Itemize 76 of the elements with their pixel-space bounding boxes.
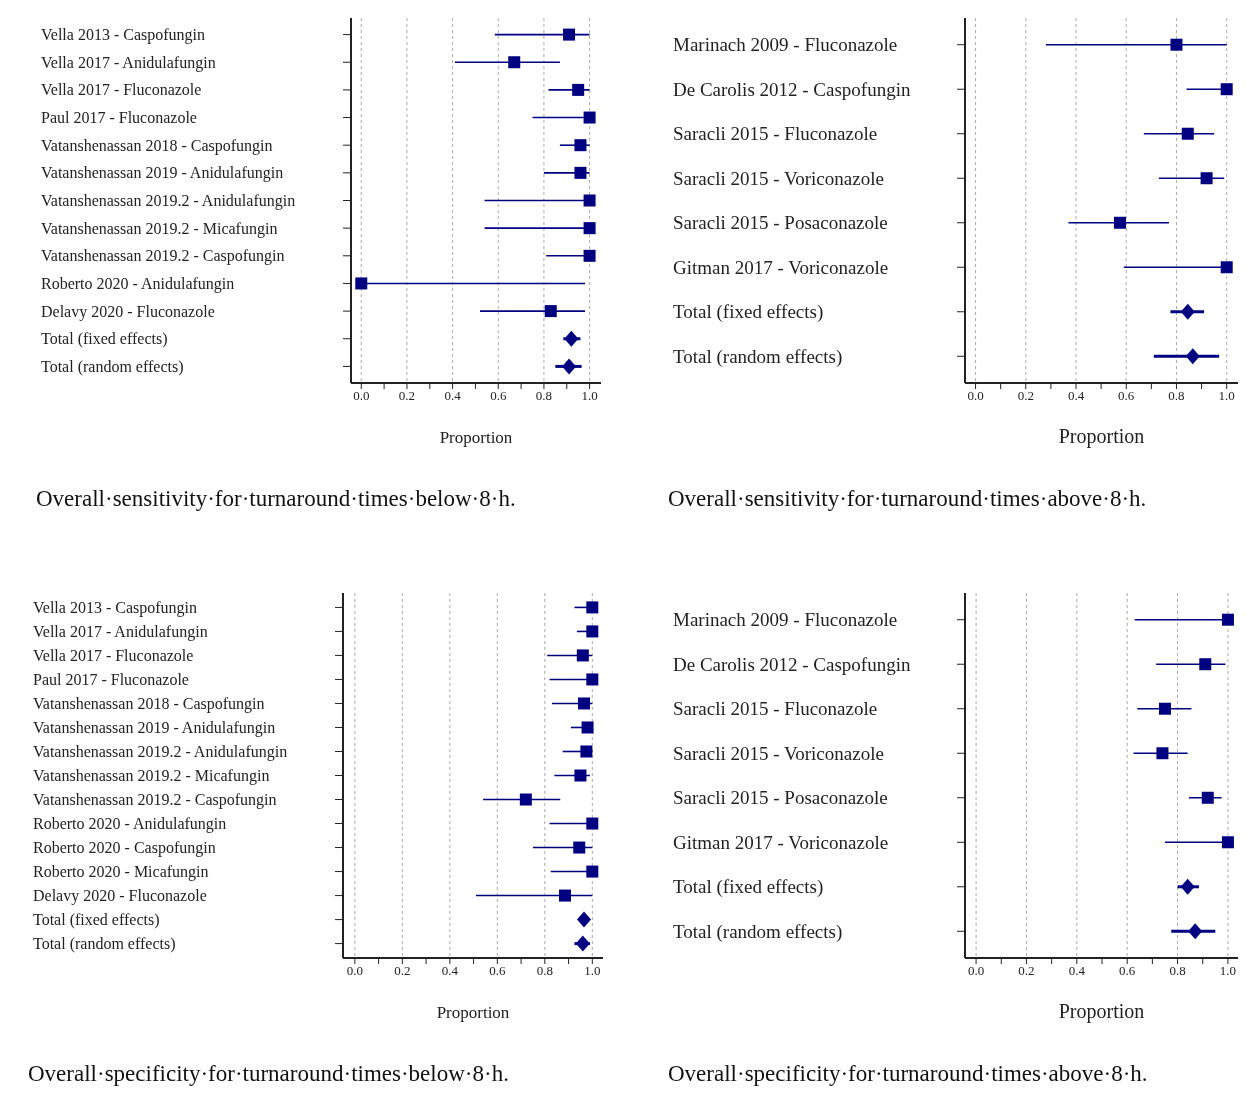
y-tick-label: Vella 2017 - Anidulafungin — [33, 623, 208, 642]
y-tick-label: Vella 2017 - Anidulafungin — [41, 53, 216, 72]
x-tick-label: 0.2 — [394, 963, 411, 979]
x-tick-label: 1.0 — [1219, 963, 1237, 979]
y-tick-label: Saracli 2015 - Voriconazole — [673, 167, 884, 189]
y-tick-label: Vatanshenassan 2019 - Anidulafungin — [33, 719, 276, 738]
x-axis-title: Proportion — [436, 1003, 510, 1022]
y-tick-label: Total (random effects) — [673, 920, 843, 943]
y-tick-label: Saracli 2015 - Fluconazole — [673, 698, 878, 720]
y-tick-label: Vella 2013 - Caspofungin — [33, 599, 197, 618]
y-tick-label: Vatanshenassan 2019.2 - Micafungin — [41, 219, 278, 238]
y-tick-label: Vatanshenassan 2019 - Anidulafungin — [41, 164, 284, 183]
x-tick-label: 0.4 — [441, 963, 459, 979]
y-tick-label: Total (fixed effects) — [41, 330, 168, 349]
x-tick-label: 0.6 — [489, 963, 506, 979]
x-tick-label: 0.6 — [1118, 388, 1135, 404]
x-axis-title: Proportion — [1058, 425, 1145, 448]
x-tick-label: 0.2 — [1018, 963, 1035, 979]
x-tick-label: 0.0 — [967, 388, 984, 404]
y-tick-label: Total (random effects) — [33, 935, 176, 954]
x-tick-label: 0.2 — [1017, 388, 1034, 404]
y-tick-label: Delavy 2020 - Fluconazole — [33, 887, 207, 906]
y-tick-label: De Carolis 2012 - Caspofungin — [673, 653, 911, 675]
y-tick-label: Saracli 2015 - Posaconazole — [673, 787, 888, 809]
x-tick-label: 0.8 — [536, 963, 553, 979]
y-tick-label: Paul 2017 - Fluconazole — [41, 109, 197, 127]
y-tick-label: Roberto 2020 - Anidulafungin — [33, 815, 227, 834]
y-tick-label: Saracli 2015 - Fluconazole — [673, 123, 878, 145]
x-tick-label: 0.0 — [346, 963, 363, 979]
y-tick-label: Total (random effects) — [41, 358, 184, 377]
y-tick-label: Saracli 2015 - Voriconazole — [673, 742, 884, 764]
y-tick-label: Vella 2017 - Fluconazole — [41, 81, 202, 99]
y-tick-label: Vatanshenassan 2019.2 - Caspofungin — [41, 247, 285, 266]
x-tick-label: 0.4 — [444, 388, 462, 404]
y-tick-label: Roberto 2020 - Anidulafungin — [41, 275, 235, 294]
x-tick-label: 0.8 — [1168, 388, 1185, 404]
y-tick-label: Roberto 2020 - Caspofungin — [33, 839, 216, 858]
x-tick-label: 0.2 — [398, 388, 416, 404]
x-tick-label: 0.8 — [535, 388, 553, 404]
x-tick-label: 0.0 — [353, 388, 370, 404]
y-tick-label: Vatanshenassan 2018 - Caspofungin — [41, 136, 273, 155]
x-tick-label: 0.4 — [1068, 963, 1086, 979]
x-tick-label: 1.0 — [584, 963, 601, 979]
x-tick-label: 1.0 — [1218, 388, 1235, 404]
y-tick-label: Vatanshenassan 2019.2 - Micafungin — [33, 767, 270, 786]
x-tick-label: 1.0 — [581, 388, 598, 404]
y-tick-label: De Carolis 2012 - Caspofungin — [673, 78, 911, 100]
y-tick-label: Total (fixed effects) — [673, 876, 824, 899]
y-tick-label: Total (random effects) — [673, 345, 843, 368]
y-tick-label: Roberto 2020 - Micafungin — [33, 863, 209, 882]
text: Overall·specificity·for·turnaround·times·below·8·h. — [28, 1061, 509, 1087]
x-tick-label: 0.0 — [967, 963, 985, 979]
x-tick-label: 0.8 — [1169, 963, 1186, 979]
y-tick-label: Vatanshenassan 2019.2 - Anidulafungin — [41, 192, 296, 211]
text: Overall·specificity·for·turnaround·times·above·8·h. — [668, 1061, 1148, 1087]
y-tick-label: Marinach 2009 - Fluconazole — [673, 609, 898, 631]
x-tick-label: 0.6 — [490, 388, 507, 404]
y-tick-label: Saracli 2015 - Posaconazole — [673, 212, 888, 234]
text: Overall·sensitivity·for·turnaround·times·above·8·h. — [668, 486, 1147, 512]
y-tick-label: Vella 2017 - Fluconazole — [33, 647, 194, 665]
y-tick-label: Vatanshenassan 2019.2 - Caspofungin — [33, 791, 277, 810]
y-tick-label: Vella 2013 - Caspofungin — [41, 26, 205, 45]
y-tick-label: Paul 2017 - Fluconazole — [33, 671, 189, 689]
y-tick-label: Total (fixed effects) — [33, 911, 160, 930]
y-tick-label: Vatanshenassan 2019.2 - Anidulafungin — [33, 743, 288, 762]
x-axis-title: Proportion — [1058, 1000, 1145, 1023]
x-axis-title: Proportion — [439, 428, 513, 447]
y-tick-label: Delavy 2020 - Fluconazole — [41, 302, 215, 321]
y-tick-label: Total (fixed effects) — [673, 301, 824, 324]
x-tick-label: 0.4 — [1067, 388, 1085, 404]
y-tick-label: Vatanshenassan 2018 - Caspofungin — [33, 695, 265, 714]
x-tick-label: 0.6 — [1119, 963, 1136, 979]
y-tick-label: Marinach 2009 - Fluconazole — [673, 34, 898, 56]
text: Overall·sensitivity·for·turnaround·times·below·8·h. — [36, 486, 516, 512]
y-tick-label: Gitman 2017 - Voriconazole — [673, 831, 889, 853]
y-tick-label: Gitman 2017 - Voriconazole — [673, 256, 889, 278]
